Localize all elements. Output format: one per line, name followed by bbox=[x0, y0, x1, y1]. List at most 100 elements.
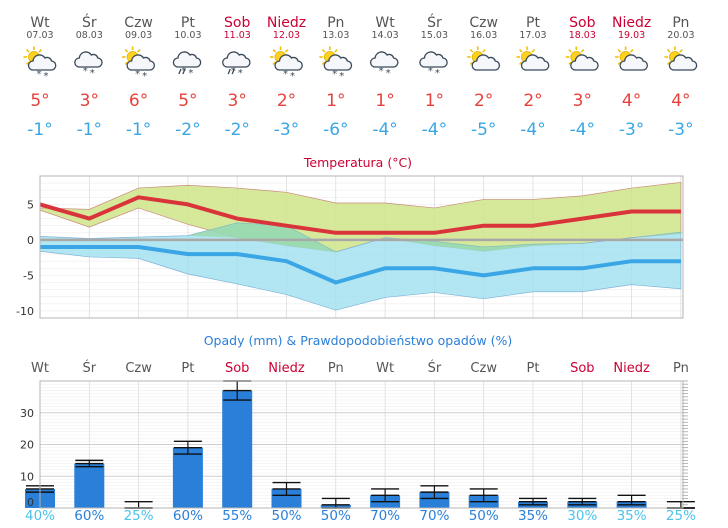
max-temp-value: 5° bbox=[30, 91, 49, 111]
min-temp-value: -4° bbox=[422, 120, 447, 140]
svg-text:*: * bbox=[290, 71, 295, 82]
min-temp-value: -2° bbox=[224, 120, 249, 140]
precip-probability-label: 60% bbox=[173, 508, 203, 524]
precip-probability-label: 25% bbox=[124, 508, 154, 524]
day-date: 16.03 bbox=[470, 30, 497, 41]
precip-error-bar bbox=[173, 440, 202, 455]
precip-day-label: Pt bbox=[181, 361, 194, 376]
precip-probability-label: 25% bbox=[666, 508, 696, 524]
precip-day-label: Pt bbox=[527, 361, 540, 376]
svg-text:*: * bbox=[83, 66, 88, 77]
sun-cloud-icon bbox=[565, 46, 599, 71]
day-date: 19.03 bbox=[618, 30, 645, 41]
min-temp-value: -1° bbox=[77, 120, 102, 140]
temperature-chart-title: Temperatura (°C) bbox=[303, 155, 412, 170]
precipitation-chart-title: Opady (mm) & Prawdopodobieństwo opadów (… bbox=[204, 333, 513, 348]
day-date: 11.03 bbox=[224, 30, 251, 41]
day-date: 08.03 bbox=[76, 30, 103, 41]
precip-day-label: Czw bbox=[470, 361, 497, 376]
min-temp-value: -4° bbox=[372, 120, 397, 140]
precip-probability-label: 60% bbox=[74, 508, 104, 524]
min-temp-value: -3° bbox=[274, 120, 299, 140]
temperature-chart: -10 -5 0 5 bbox=[16, 175, 684, 319]
day-date: 10.03 bbox=[174, 30, 201, 41]
precip-day-label: Wt bbox=[376, 361, 394, 376]
min-temp-value: -2° bbox=[175, 120, 200, 140]
max-temp-value: 4° bbox=[622, 91, 641, 111]
min-temp-value: -1° bbox=[126, 120, 151, 140]
precip-error-bar bbox=[519, 497, 547, 506]
sun-cloud-icon bbox=[467, 46, 501, 71]
precip-day-label: Niedz bbox=[268, 361, 305, 376]
precip-probability-label: 40% bbox=[25, 508, 55, 524]
max-temp-value: 6° bbox=[129, 91, 148, 111]
precip-day-label: Sob bbox=[225, 361, 249, 376]
max-temp-value: 2° bbox=[474, 91, 493, 111]
min-temp-value: -4° bbox=[570, 120, 595, 140]
precip-day-label: Wt bbox=[31, 361, 49, 376]
precip-probability-label: 55% bbox=[222, 508, 252, 524]
max-temp-value: 3° bbox=[80, 91, 99, 111]
temperature-y-tick-label: -5 bbox=[23, 269, 34, 282]
svg-text:*: * bbox=[37, 69, 42, 80]
svg-text:*: * bbox=[135, 69, 140, 80]
cloud-snow-icon: * * bbox=[419, 51, 448, 79]
precip-day-label: Pn bbox=[328, 361, 344, 376]
day-date: 13.03 bbox=[322, 30, 349, 41]
precip-y-tick-label: 30 bbox=[20, 407, 34, 420]
precip-error-bar bbox=[617, 494, 646, 506]
min-temp-value: -3° bbox=[668, 120, 693, 140]
precip-day-label: Śr bbox=[428, 360, 442, 376]
sun-cloud-snow-icon: * * bbox=[122, 46, 155, 82]
day-date: 09.03 bbox=[125, 30, 152, 41]
max-temp-value: 5° bbox=[178, 91, 197, 111]
min-temp-line bbox=[40, 245, 681, 285]
day-date: 14.03 bbox=[371, 30, 398, 41]
min-temp-value: -3° bbox=[619, 120, 644, 140]
precip-error-bar bbox=[469, 488, 498, 503]
temperature-y-tick-label: 0 bbox=[27, 234, 34, 247]
precip-day-label: Sob bbox=[570, 361, 594, 376]
day-name: Sob bbox=[224, 15, 250, 31]
day-name: Pn bbox=[672, 15, 689, 31]
precip-bar bbox=[74, 463, 105, 508]
precip-probability-label: 50% bbox=[321, 508, 351, 524]
day-date: 20.03 bbox=[667, 30, 694, 41]
precip-error-bar bbox=[568, 497, 597, 506]
sun-cloud-icon bbox=[664, 46, 698, 71]
precip-probability-label: 30% bbox=[567, 508, 597, 524]
day-name: Pt bbox=[181, 15, 195, 31]
precip-day-label: Czw bbox=[125, 361, 152, 376]
svg-text:*: * bbox=[435, 68, 440, 79]
day-date: 15.03 bbox=[421, 30, 448, 41]
precip-bar bbox=[172, 447, 203, 508]
precip-day-label: Śr bbox=[82, 360, 96, 376]
day-name: Śr bbox=[82, 13, 97, 31]
sun-cloud-snow-icon: * * bbox=[319, 46, 353, 82]
temperature-y-tick-label: 5 bbox=[27, 198, 34, 211]
precipitation-chart: Wt Śr Czw Pt Sob Niedz Pn Wt Śr Czw Pt Sob Niedz Pn 10… bbox=[20, 360, 696, 524]
svg-text:*: * bbox=[142, 71, 147, 82]
precip-error-bar bbox=[272, 481, 301, 496]
svg-text:*: * bbox=[379, 66, 384, 77]
max-temp-value: 2° bbox=[277, 91, 296, 111]
svg-text:*: * bbox=[386, 68, 391, 79]
precip-y-tick-label: 0 bbox=[27, 496, 34, 509]
day-name: Niedz bbox=[267, 15, 306, 31]
precip-y-tick-label: 20 bbox=[20, 439, 34, 452]
day-name: Czw bbox=[124, 15, 153, 31]
cloud-rain-snow-icon: ** bbox=[222, 51, 251, 79]
max-temp-value: 1° bbox=[425, 91, 444, 111]
day-name: Sob bbox=[569, 15, 595, 31]
svg-text:*: * bbox=[339, 71, 344, 82]
day-date: 07.03 bbox=[26, 30, 53, 41]
day-name: Niedz bbox=[612, 15, 651, 31]
sun-cloud-snow-icon: * * bbox=[23, 46, 57, 82]
cloud-rain-snow-icon: ** bbox=[172, 51, 202, 79]
max-temp-line bbox=[39, 195, 681, 235]
min-temp-value: -1° bbox=[27, 120, 52, 140]
svg-text:*: * bbox=[238, 68, 243, 79]
svg-text:*: * bbox=[283, 69, 288, 80]
temperature-plot-frame bbox=[39, 175, 684, 319]
